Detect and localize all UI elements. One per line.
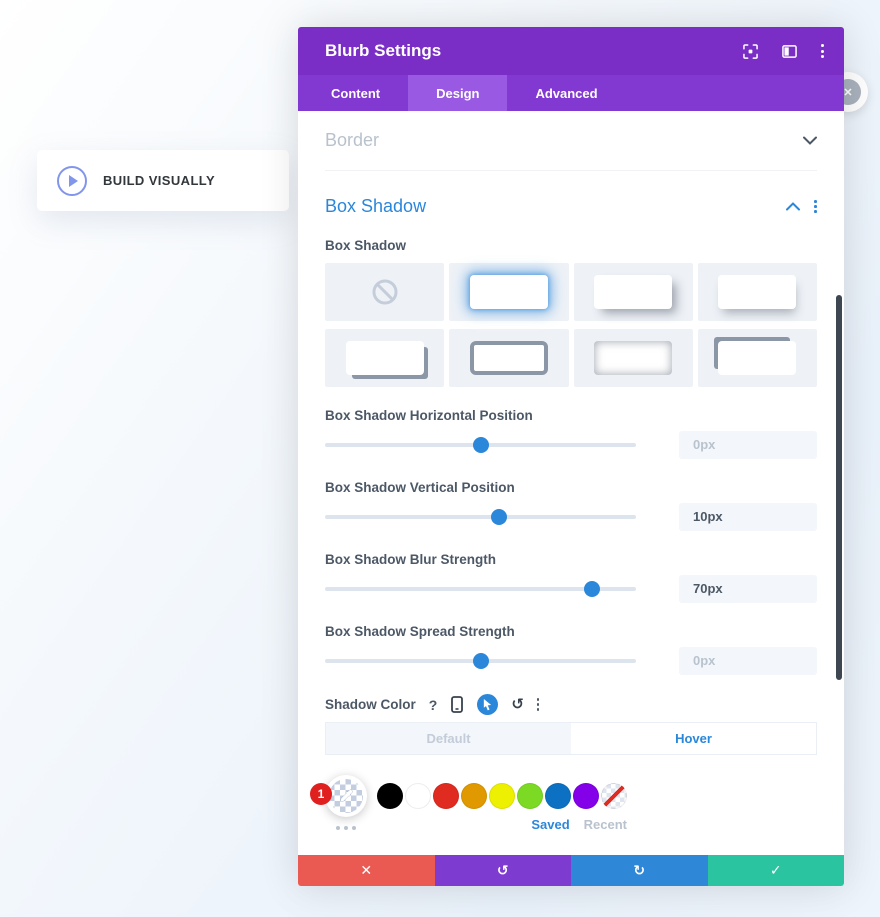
discard-button[interactable]: ✕ [298,855,435,886]
undo-button[interactable]: ↺ [434,855,571,886]
redo-button[interactable]: ↻ [571,855,708,886]
change-count-badge: 1 [310,783,332,805]
section-options-icon[interactable] [814,200,817,213]
color-swatch[interactable] [573,783,599,809]
slider-value-input[interactable]: 0px [679,431,817,459]
box-shadow-section-toggle[interactable]: Box Shadow [325,196,817,217]
save-button[interactable]: ✓ [707,855,844,886]
tab-content[interactable]: Content [331,85,381,101]
slider-value-input[interactable]: 10px [679,503,817,531]
slider-thumb[interactable] [472,653,489,669]
transparent-checker [329,779,363,813]
tab-advanced[interactable]: Advanced [535,85,598,101]
modal-header: Blurb Settings [298,27,844,75]
chevron-up-icon [786,202,801,211]
slider-row: 70px [325,575,817,603]
shadow-color-row: Shadow Color ? ↺ [325,694,817,715]
border-section-title: Border [325,130,380,150]
recent-tab[interactable]: Recent [583,817,627,832]
box-shadow-section-title: Box Shadow [325,196,427,216]
split-view-icon[interactable] [782,44,797,59]
color-swatch[interactable] [489,783,515,809]
build-visually-label: BUILD VISUALLY [103,173,216,188]
preset-glow-selected[interactable] [449,263,569,321]
responsive-phone-icon[interactable] [450,696,464,713]
current-color-picker[interactable] [325,775,367,817]
blurb-settings-modal: Blurb Settings Content [298,27,844,886]
box-shadow-field-label: Box Shadow [325,238,407,253]
preset-thick-border[interactable] [449,329,569,387]
modal-options-icon[interactable] [821,44,824,58]
help-icon[interactable]: ? [428,696,438,713]
state-tab-hover[interactable]: Hover [571,723,816,754]
preset-drop-bottom-right[interactable] [573,263,693,321]
modal-title: Blurb Settings [325,41,442,60]
slider-thumb[interactable] [491,509,508,525]
color-swatch[interactable] [545,783,571,809]
tab-design[interactable]: Design [408,75,508,111]
slider-row: 0px [325,431,817,459]
shadow-color-label: Shadow Color [325,697,416,712]
color-swatch[interactable] [461,783,487,809]
slider-label: Box Shadow Spread Strength [325,624,515,639]
saved-tab[interactable]: Saved [531,817,570,832]
slider-thumb[interactable] [472,437,489,453]
border-section-toggle[interactable]: Border [325,111,817,171]
color-palette: 1 [310,775,817,832]
color-swatch[interactable] [517,783,543,809]
slider-thumb[interactable] [584,581,601,597]
color-swatch-transparent[interactable] [601,783,627,809]
hover-cursor-icon[interactable] [477,694,499,715]
state-tab-default[interactable]: Default [326,723,571,754]
slider-row: 0px [325,647,817,675]
preset-none[interactable] [325,263,445,321]
state-tabs: Default Hover [325,722,817,755]
modal-footer: ✕ ↺ ↻ ✓ [298,855,844,886]
swatch-row [377,783,627,809]
preset-drop-bottom[interactable] [697,263,817,321]
field-options-icon[interactable] [536,698,540,711]
modal-tab-bar: Content Design Advanced [298,75,844,111]
preset-inset-glow[interactable] [573,329,693,387]
slider-value-input[interactable]: 0px [679,647,817,675]
chevron-down-icon [803,136,817,145]
build-visually-card[interactable]: BUILD VISUALLY [37,150,289,211]
scrollbar-thumb[interactable] [836,295,842,680]
reset-icon[interactable]: ↺ [511,695,524,713]
more-colors-icon[interactable] [325,826,367,830]
slider-row: 10px [325,503,817,531]
slider-track[interactable] [325,503,636,531]
modal-body: Border Box Shadow Box Shadow [298,111,844,855]
slider-track[interactable] [325,647,636,675]
color-swatch[interactable] [433,783,459,809]
ban-icon [372,279,398,305]
slider-label: Box Shadow Horizontal Position [325,408,533,423]
slider-value-input[interactable]: 70px [679,575,817,603]
preset-solid-offset-bottom-right[interactable] [325,329,445,387]
focus-scan-icon[interactable] [743,43,758,59]
slider-label: Box Shadow Vertical Position [325,480,515,495]
slider-label: Box Shadow Blur Strength [325,552,497,567]
color-swatch[interactable] [405,783,431,809]
slider-track[interactable] [325,575,636,603]
preset-solid-offset-top-left[interactable] [697,329,817,387]
color-swatch[interactable] [377,783,403,809]
play-icon [57,165,87,196]
eyedropper-icon [340,789,353,802]
slider-track[interactable] [325,431,636,459]
box-shadow-presets [325,263,817,387]
